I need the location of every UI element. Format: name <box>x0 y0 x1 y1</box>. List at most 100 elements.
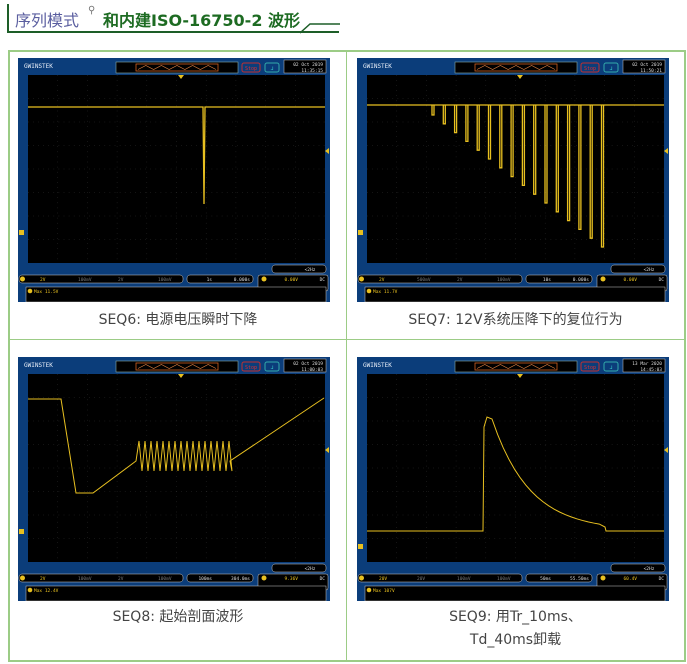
channel-bar <box>357 573 523 583</box>
trigger-source-icon <box>261 575 267 581</box>
waveform-trace <box>431 105 435 116</box>
memory-window <box>135 362 219 371</box>
ch1-scale: 2V <box>40 277 46 283</box>
status-text: Stop <box>245 365 257 371</box>
freq-text: <2Hz <box>644 566 655 572</box>
status-text: Stop <box>245 66 257 72</box>
coupling-text: DC <box>659 277 665 283</box>
brand-logo: GWINSTEK <box>363 362 392 369</box>
ch3-scale: 2V <box>118 576 124 582</box>
ch1-scale: 20V <box>379 576 387 582</box>
timebase-bar <box>525 274 593 284</box>
ch2-scale: 500mV <box>417 277 431 283</box>
datetime-box <box>622 358 666 373</box>
ch1-marker <box>19 230 24 235</box>
brand-logo: GWINSTEK <box>363 63 392 70</box>
measure-ch1-icon <box>27 288 33 294</box>
waveform-trace <box>442 105 446 125</box>
freq-box <box>271 563 327 573</box>
freq-box <box>271 264 327 274</box>
trigger-mode-icon: ᒧ <box>270 66 273 72</box>
ch4-scale: 100mV <box>158 277 172 283</box>
memory-bar <box>454 360 578 373</box>
trigger-level-text: 9.36V <box>284 576 298 582</box>
ch3-scale: 2V <box>118 277 124 283</box>
timebase-bar <box>186 573 254 583</box>
waveform-trace <box>476 105 480 151</box>
measurement-text: Max 107V <box>373 588 395 594</box>
hposition-text: 55.50ms <box>570 576 589 582</box>
section-header: 序列模式 ⚲ 和内建ISO-16750-2 波形 <box>7 4 339 33</box>
trigger-level-marker <box>325 148 329 154</box>
waveform-trace <box>555 105 559 213</box>
channel-bar <box>357 274 523 284</box>
date-text: 02 Oct 2019 <box>293 62 323 68</box>
waveform-trace <box>453 105 458 134</box>
coupling-text: DC <box>659 576 665 582</box>
ch4-scale: 100mV <box>158 576 172 582</box>
image-grid: GWINSTEK Stop ᒧ 02 Oct 2019 11:35:15 <2Hz 2V 10… <box>8 50 686 662</box>
measurement-box <box>25 286 327 302</box>
waveform-trace <box>578 105 582 231</box>
trigger-level-text: 0.00V <box>284 277 298 283</box>
trigger-mode-badge <box>264 62 280 73</box>
trigger-mode-badge <box>603 62 619 73</box>
stop-badge <box>241 62 261 73</box>
waveform-trace <box>566 105 571 222</box>
trigger-position-marker <box>517 374 523 378</box>
trigger-level-marker <box>664 447 668 453</box>
waveform-trace <box>28 106 325 205</box>
measurement-text: Max 12.4V <box>34 588 59 594</box>
ch1-scale: 2V <box>379 277 385 283</box>
waveform-trace <box>499 105 503 169</box>
measurement-text: Max 11.7V <box>373 289 398 295</box>
trigger-level-marker <box>325 447 329 453</box>
waveform-trace <box>533 105 537 195</box>
freq-text: <2Hz <box>644 267 655 273</box>
trigger-source-icon <box>600 276 606 282</box>
stop-badge <box>580 361 600 372</box>
datetime-box <box>622 59 666 74</box>
measurement-text: Max 11.5V <box>34 289 59 295</box>
trigger-position-marker <box>517 75 523 79</box>
freq-box <box>610 264 666 274</box>
datetime-box <box>283 59 327 74</box>
panel-seq7: GWINSTEK Stop ᒧ 02 Oct 2019 11:50:21 <2Hz 2V 50… <box>346 51 685 340</box>
header-prefix: 序列模式 <box>15 11 80 30</box>
hposition-text: 304.0ms <box>231 576 250 582</box>
magnifier-icon: ⚲ <box>88 5 96 16</box>
waveform-trace <box>510 105 514 178</box>
ch1-icon <box>359 276 364 282</box>
caption: SEQ6: 电源电压瞬时下降 <box>98 312 258 328</box>
trigger-level-text: 60.4V <box>623 576 637 582</box>
ch1-marker <box>19 529 24 534</box>
stop-badge <box>241 361 261 372</box>
ch2-scale: 100mV <box>78 576 92 582</box>
brand-logo: GWINSTEK <box>24 63 53 70</box>
timebase-text: 1s <box>207 277 213 283</box>
measurement-box <box>364 286 666 302</box>
timebase-text: 100ms <box>198 576 212 582</box>
ch1-icon <box>359 575 364 581</box>
memory-window <box>474 63 558 72</box>
ch4-scale: 100mV <box>497 277 511 283</box>
caption-line2: Td_40ms卸载 <box>469 632 562 648</box>
timebase-text: 50ms <box>540 576 551 582</box>
waveform-trace <box>28 397 325 494</box>
trigger-level-text: 0.00V <box>623 277 637 283</box>
coupling-text: DC <box>320 277 326 283</box>
date-text: 02 Oct 2019 <box>293 361 323 367</box>
memory-waveform <box>476 65 556 70</box>
memory-bar <box>115 360 239 373</box>
ch1-marker <box>358 544 363 549</box>
status-text: Stop <box>584 365 596 371</box>
time-text: 14:45:03 <box>640 367 662 373</box>
header-divider <box>300 23 340 34</box>
panel-seq8: GWINSTEK Stop ᒧ 02 Oct 2019 11:00:03 <2Hz 2V 10… <box>9 339 347 661</box>
measure-ch1-icon <box>27 587 33 593</box>
freq-box <box>610 563 666 573</box>
